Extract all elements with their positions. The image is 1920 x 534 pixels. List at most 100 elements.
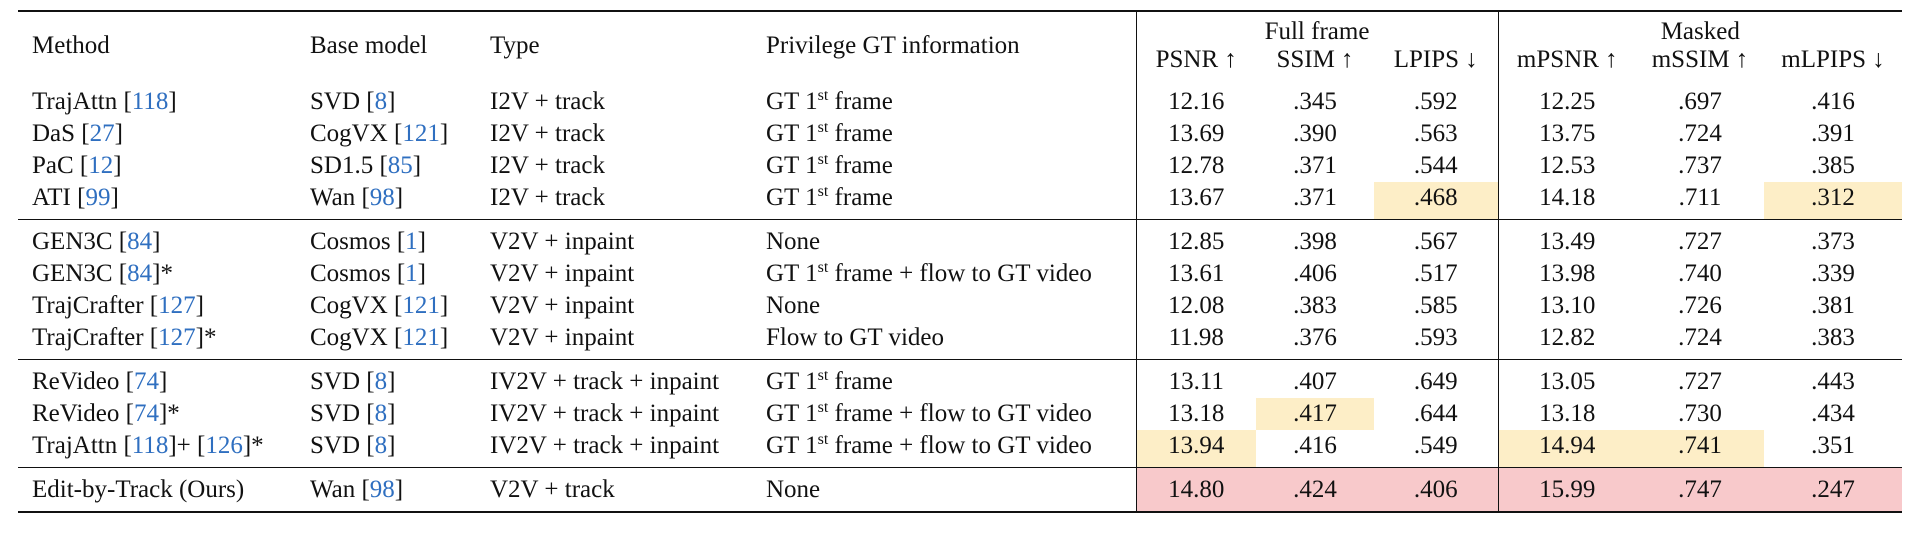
mssim-value: .747: [1636, 467, 1765, 513]
base-model-cell: Cosmos [1]: [310, 260, 426, 287]
citation-link[interactable]: 98: [369, 476, 395, 503]
privilege-gt-cell: GT 1st frame: [752, 182, 1136, 220]
table-row: TrajAttn [118] SVD [8] I2V + track GT 1st f…: [18, 80, 1902, 118]
header-masked: Masked: [1497, 11, 1903, 46]
psnr-value: 13.67: [1135, 182, 1256, 220]
citation-link[interactable]: 126: [205, 432, 243, 459]
privilege-gt-cell: None: [752, 219, 1136, 258]
base-model-name: Cosmos [: [310, 260, 406, 287]
table-row: ATI [99] Wan [98] I2V + track GT 1st frame 1…: [18, 182, 1903, 220]
citation-link[interactable]: 121: [402, 120, 440, 147]
lpips-value: .549: [1413, 432, 1458, 459]
gt-text-tail: frame: [828, 120, 893, 147]
citation-link[interactable]: 74: [133, 368, 159, 395]
privilege-gt-cell: GT 1st frame: [752, 359, 1136, 398]
gt-text-tail: frame + flow to GT video: [828, 260, 1092, 287]
base-model-cell: SD1.5 [85]: [310, 152, 422, 179]
method-suffix: ]: [110, 184, 119, 211]
table-body: TrajAttn [118] SVD [8] I2V + track GT 1st f…: [18, 80, 1903, 513]
citation-link[interactable]: 27: [89, 120, 115, 147]
mlpips-value: .351: [1811, 432, 1855, 459]
citation-link[interactable]: 8: [374, 432, 388, 459]
mpsnr-value: 13.18: [1497, 398, 1637, 430]
gt-text-tail: frame: [828, 152, 893, 179]
method-name: ATI [: [32, 184, 86, 211]
type-cell: V2V + track: [476, 467, 752, 513]
citation-link[interactable]: 98: [369, 184, 395, 211]
gt-text: GT 1: [766, 260, 818, 287]
gt-text-tail: frame: [828, 368, 893, 395]
base-model-name: CogVX [: [310, 292, 403, 319]
method-suffix: ]*: [242, 432, 264, 459]
method-suffix: ]: [152, 228, 161, 255]
method-suffix: ]*: [195, 324, 217, 351]
base-model-name: SVD [: [310, 432, 375, 459]
citation-link[interactable]: 85: [387, 152, 413, 179]
privilege-gt-cell: None: [752, 467, 1136, 513]
base-model-cell: SVD [8]: [296, 359, 476, 398]
citation-link[interactable]: 118: [131, 432, 169, 459]
type-cell: V2V + inpaint: [490, 292, 635, 319]
base-model-cell: CogVX [121]: [310, 120, 449, 147]
base-model-cell: Cosmos [1]: [296, 219, 476, 258]
mssim-value: .711: [1678, 184, 1722, 211]
citation-link[interactable]: 118: [131, 88, 169, 115]
type-cell: IV2V + track + inpaint: [490, 400, 720, 427]
citation-link[interactable]: 127: [158, 324, 196, 351]
base-model-cell: SVD [8]: [310, 400, 396, 427]
method-suffix: ]*: [152, 260, 173, 287]
citation-link[interactable]: 74: [133, 400, 159, 427]
mlpips-value: .391: [1811, 120, 1855, 147]
psnr-value: 12.08: [1135, 290, 1256, 322]
base-model-cell: Wan [98]: [310, 184, 404, 211]
citation-link[interactable]: 99: [85, 184, 111, 211]
citation-link[interactable]: 121: [402, 292, 440, 319]
type-cell: I2V + track: [490, 184, 605, 211]
citation-link[interactable]: 127: [158, 292, 196, 319]
privilege-gt-cell: GT 1st frame + flow to GT video: [752, 398, 1136, 430]
psnr-value: 12.16: [1135, 80, 1256, 118]
table-header: Method Base model Type Privilege GT info…: [18, 11, 1903, 80]
citation-link[interactable]: 12: [88, 152, 114, 179]
method-name: TrajAttn [: [32, 88, 132, 115]
ordinal-suffix: st: [817, 399, 829, 416]
privilege-gt-cell: GT 1st frame: [752, 150, 1136, 182]
mssim-value: .730: [1678, 400, 1722, 427]
type-cell: I2V + track: [490, 88, 605, 115]
citation-link[interactable]: 121: [402, 324, 440, 351]
ssim-value: .407: [1256, 359, 1374, 398]
citation-link[interactable]: 8: [374, 88, 388, 115]
citation-link[interactable]: 1: [405, 228, 418, 255]
mssim-value: .697: [1678, 88, 1722, 115]
mpsnr-value: 14.94: [1497, 430, 1637, 468]
gt-text: GT 1: [766, 88, 818, 115]
type-cell: V2V + inpaint: [490, 260, 635, 287]
gt-text-tail: frame + flow to GT video: [828, 400, 1092, 427]
method-cell: ATI [99]: [18, 182, 296, 220]
table-row: TrajCrafter [127] CogVX [121] V2V + inpain…: [18, 290, 1902, 322]
citation-link[interactable]: 84: [127, 228, 153, 255]
method-cell: PaC [12]: [18, 150, 296, 182]
base-model-name: Cosmos [: [310, 228, 406, 255]
citation-link[interactable]: 1: [405, 260, 418, 287]
method-name: GEN3C [: [32, 228, 128, 255]
header-type: Type: [490, 32, 540, 59]
method-name: TrajCrafter [: [32, 324, 159, 351]
method-name: TrajCrafter [: [32, 292, 159, 319]
base-model-name: SVD [: [310, 400, 375, 427]
citation-link[interactable]: 84: [127, 260, 153, 287]
gt-text-tail: frame: [828, 184, 893, 211]
citation-link[interactable]: 8: [374, 400, 388, 427]
psnr-value: 11.98: [1135, 322, 1256, 360]
citation-link[interactable]: 8: [374, 368, 388, 395]
psnr-value: 13.61: [1135, 258, 1256, 290]
method-cell: TrajAttn [118]+ [126]*: [18, 430, 296, 468]
method-suffix: ]: [114, 120, 123, 147]
psnr-value: 13.94: [1135, 430, 1256, 468]
lpips-value: .406: [1374, 467, 1499, 513]
mlpips-value: .373: [1764, 219, 1903, 258]
ssim-value: .371: [1293, 184, 1337, 211]
type-cell: V2V + inpaint: [490, 324, 635, 351]
gt-text: GT 1: [766, 400, 818, 427]
mpsnr-value: 13.75: [1497, 118, 1637, 150]
